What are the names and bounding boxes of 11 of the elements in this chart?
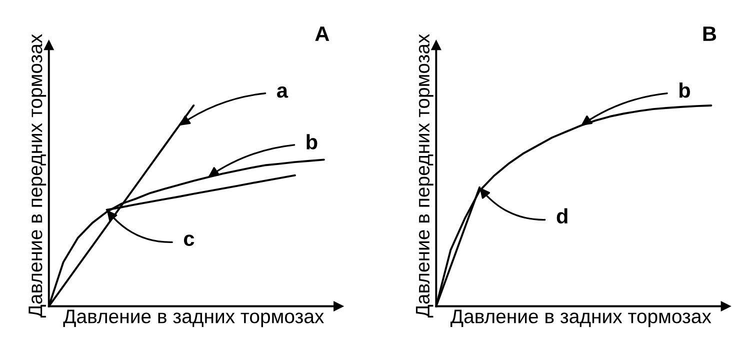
chart-title: B xyxy=(703,26,716,41)
annotation: b xyxy=(306,134,318,150)
text: b xyxy=(680,82,690,98)
chart-title: A xyxy=(315,26,330,41)
x-axis-title: Давление в задних тормозах xyxy=(450,310,712,328)
y-axis-title: Давление в передних тормозах xyxy=(28,34,46,318)
text: a xyxy=(277,86,288,98)
annotation: d xyxy=(556,208,568,224)
annotation: c xyxy=(184,234,194,246)
y-axis-title: Давление в передних тормозах xyxy=(416,34,434,318)
x-axis-title: Давление в задних тормозах xyxy=(63,310,324,328)
